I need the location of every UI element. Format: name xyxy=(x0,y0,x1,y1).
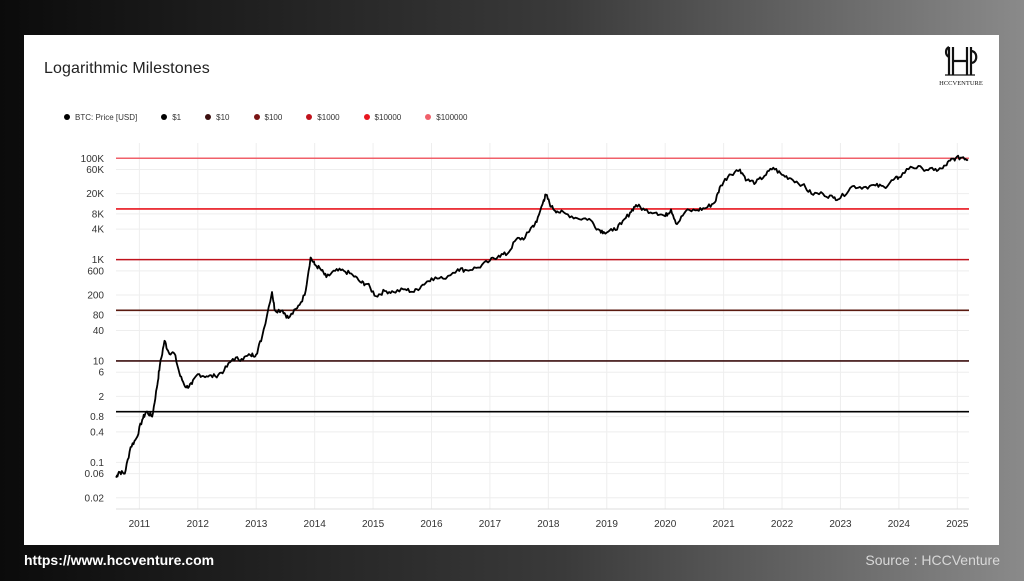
legend-label: $1 xyxy=(172,112,182,122)
y-tick-label: 100K xyxy=(81,154,105,165)
btc-price-line xyxy=(115,154,969,479)
x-tick-label: 2021 xyxy=(712,519,735,530)
y-tick-label: 4K xyxy=(92,225,105,236)
y-tick-label: 0.1 xyxy=(90,458,104,469)
y-tick-label: 1K xyxy=(92,255,105,266)
legend-item-100000[interactable]: $100000 xyxy=(425,110,467,124)
y-tick-label: 80 xyxy=(93,311,105,322)
footer-url[interactable]: https://www.hccventure.com xyxy=(24,552,215,568)
legend-swatch xyxy=(64,114,70,120)
hccventure-logo: HCCVENTURE xyxy=(931,43,991,91)
footer-source: Source : HCCVenture xyxy=(865,552,1000,568)
x-tick-label: 2011 xyxy=(129,519,151,530)
y-tick-label: 600 xyxy=(87,266,104,277)
legend-item-1[interactable]: $1 xyxy=(161,110,181,124)
legend-label: $1000 xyxy=(317,112,340,122)
x-tick-label: 2013 xyxy=(245,519,268,530)
y-tick-label: 0.4 xyxy=(90,427,104,438)
logo-text: HCCVENTURE xyxy=(939,80,983,87)
x-tick-label: 2014 xyxy=(304,519,327,530)
x-tick-label: 2024 xyxy=(888,519,911,530)
x-tick-label: 2020 xyxy=(654,519,677,530)
legend-item-10[interactable]: $10 xyxy=(205,110,230,124)
legend-swatch xyxy=(205,114,212,120)
x-tick-label: 2016 xyxy=(420,519,443,530)
legend-label: BTC: Price [USD] xyxy=(75,112,138,122)
x-tick-label: 2018 xyxy=(537,519,560,530)
x-tick-label: 2022 xyxy=(771,519,794,530)
y-tick-label: 10 xyxy=(93,356,105,367)
y-tick-label: 0.8 xyxy=(90,412,104,423)
x-tick-label: 2017 xyxy=(479,519,502,530)
logo-mark-icon xyxy=(944,46,978,76)
y-tick-label: 40 xyxy=(93,326,105,337)
legend-label: $10 xyxy=(216,112,230,122)
y-tick-label: 6 xyxy=(98,368,104,379)
x-tick-label: 2015 xyxy=(362,519,385,530)
y-tick-label: 60K xyxy=(86,165,104,176)
y-tick-label: 200 xyxy=(87,291,104,302)
x-tick-label: 2012 xyxy=(187,519,210,530)
chart-legend: BTC: Price [USD] $1 $10 $100 $1000 $1000… xyxy=(64,110,467,124)
legend-swatch xyxy=(363,114,370,120)
y-tick-label: 0.06 xyxy=(85,469,105,480)
legend-swatch xyxy=(306,114,313,120)
legend-swatch xyxy=(253,114,260,120)
legend-label: $100 xyxy=(264,112,283,122)
x-tick-label: 2025 xyxy=(946,519,969,530)
legend-swatch xyxy=(161,114,168,120)
x-tick-label: 2019 xyxy=(596,519,619,530)
y-tick-label: 2 xyxy=(98,392,104,403)
legend-item-10000[interactable]: $10000 xyxy=(363,110,402,124)
legend-swatch xyxy=(425,114,432,120)
chart-card: Logarithmic Milestones HCCVENTURE BTC: P… xyxy=(24,35,999,545)
legend-item-1000[interactable]: $1000 xyxy=(306,110,340,124)
x-tick-label: 2023 xyxy=(829,519,852,530)
chart-title: Logarithmic Milestones xyxy=(44,60,210,77)
legend-item-btc-price[interactable]: BTC: Price [USD] xyxy=(64,110,137,124)
legend-item-100[interactable]: $100 xyxy=(253,110,283,124)
legend-label: $10000 xyxy=(374,112,402,122)
y-tick-label: 0.02 xyxy=(85,493,105,504)
y-tick-label: 20K xyxy=(86,189,104,200)
y-tick-label: 8K xyxy=(92,209,105,220)
legend-label: $100000 xyxy=(436,112,468,122)
